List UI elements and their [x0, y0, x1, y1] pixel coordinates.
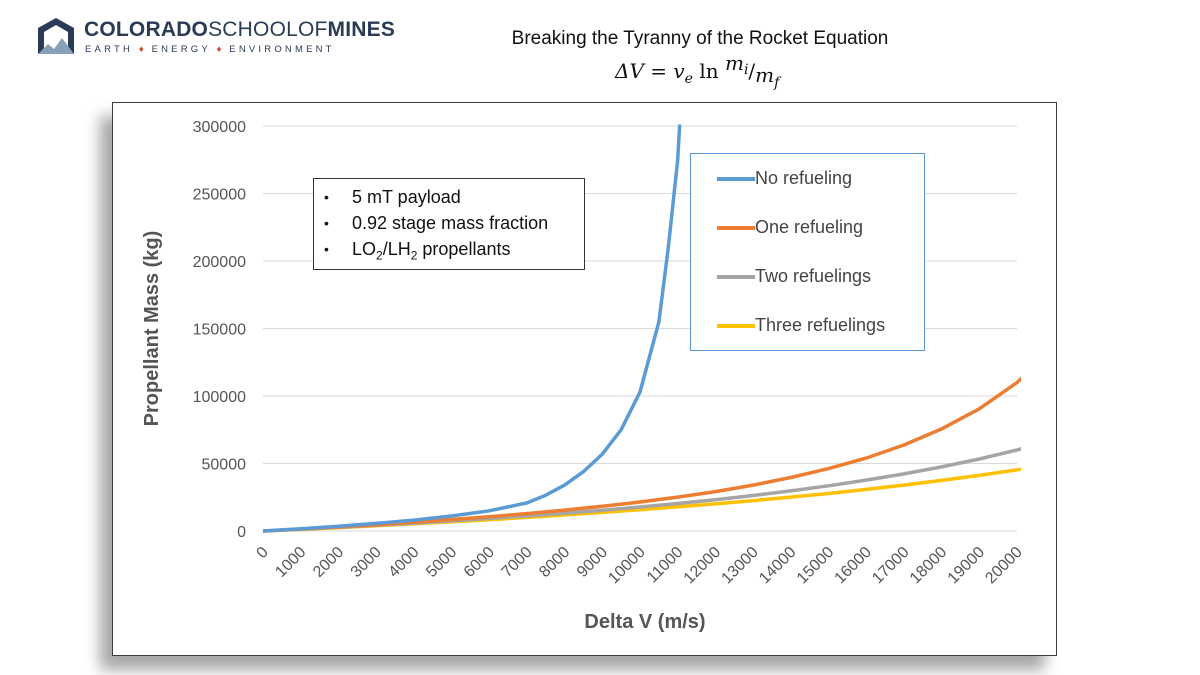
- x-tick-label: 7000: [499, 544, 536, 581]
- y-tick-label: 150000: [193, 322, 246, 339]
- y-tick-label: 300000: [193, 119, 246, 136]
- chart-legend: No refueling One refueling Two refueling…: [690, 153, 925, 351]
- slide-title: Breaking the Tyranny of the Rocket Equat…: [511, 28, 889, 49]
- legend-label: No refueling: [755, 168, 853, 188]
- x-tick-label: 16000: [832, 544, 876, 588]
- x-tick-label: 19000: [945, 544, 989, 588]
- y-tick-label: 100000: [193, 389, 246, 406]
- x-tick-label: 2000: [310, 544, 347, 581]
- y-axis-title: Propellant Mass (kg): [141, 231, 163, 427]
- rocket-equation-formula: ΔV = ve ln mi/mf: [614, 51, 782, 91]
- logo-wordmark: COLORADOSCHOOLOFMINES: [84, 18, 396, 41]
- x-tick-label: 1000: [272, 544, 309, 581]
- logo-tagline: EARTH ♦ ENERGY ♦ ENVIRONMENT: [85, 44, 335, 55]
- colorado-school-of-mines-logo: COLORADOSCHOOLOFMINES EARTH ♦ ENERGY ♦ E…: [34, 14, 395, 62]
- x-tick-label: 10000: [605, 544, 649, 588]
- series-line-one-refueling: [263, 376, 1021, 533]
- series-line-two-refuelings: [263, 447, 1021, 533]
- x-tick-label: 14000: [756, 544, 800, 588]
- legend-label: Two refuelings: [755, 266, 872, 286]
- x-tick-label: 6000: [461, 544, 498, 581]
- y-tick-label: 0: [237, 524, 246, 541]
- assumption-propellants: • LO2/LH2 propellants: [324, 239, 511, 263]
- assumption-payload: • 5 mT payload: [324, 187, 461, 207]
- x-tick-label: 17000: [869, 544, 913, 588]
- x-tick-label: 0: [254, 544, 272, 562]
- x-tick-label: 15000: [794, 544, 838, 588]
- legend-swatch: [717, 177, 755, 181]
- x-tick-label: 20000: [982, 544, 1026, 588]
- legend-swatch: [717, 324, 755, 328]
- x-axis-title: Delta V (m/s): [584, 611, 705, 633]
- assumptions-box: • 5 mT payload • 0.92 stage mass fraction …: [313, 178, 585, 270]
- assumption-mass-fraction: • 0.92 stage mass fraction: [324, 213, 549, 233]
- x-tick-label: 4000: [385, 544, 422, 581]
- y-tick-label: 50000: [202, 457, 247, 474]
- series-line-no-refueling: [263, 124, 682, 533]
- x-tick-label: 13000: [718, 544, 762, 588]
- svg-text:ΔV = ve ln mi/mf: ΔV = ve ln mi/mf: [614, 51, 782, 91]
- x-tick-label: 12000: [681, 544, 725, 588]
- x-tick-label: 11000: [644, 544, 687, 587]
- legend-swatch: [717, 226, 755, 230]
- x-tick-label: 8000: [536, 544, 573, 581]
- legend-swatch: [717, 275, 755, 279]
- legend-label: One refueling: [755, 217, 864, 237]
- x-tick-label: 18000: [907, 544, 951, 588]
- mines-mountain-logo-icon: [38, 18, 74, 54]
- x-tick-label: 3000: [348, 544, 385, 581]
- y-tick-label: 200000: [193, 254, 246, 271]
- legend-label: Three refuelings: [755, 315, 886, 335]
- x-tick-label: 5000: [423, 544, 460, 581]
- y-tick-label: 250000: [193, 187, 246, 204]
